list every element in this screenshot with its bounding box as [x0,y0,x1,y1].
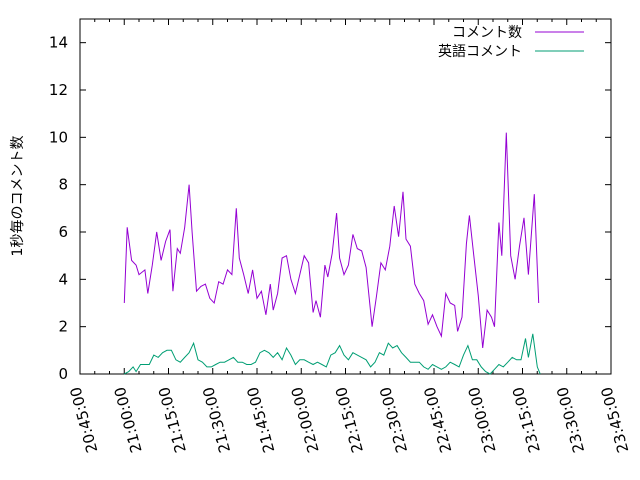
series-lines [123,132,541,375]
y-tick-label: 6 [58,223,68,241]
y-tick-label: 8 [58,176,68,194]
y-tick-label: 12 [49,81,68,99]
series-line-0 [123,132,540,349]
y-tick-label: 10 [49,128,68,146]
y-axis-ticks: 0 2 4 6 8 10 12 14 [49,34,611,383]
series-line-1 [124,333,541,375]
y-tick-label: 14 [49,34,68,52]
x-tick-label: 20:45:00 [66,385,101,455]
x-tick-label: 23:00:00 [465,385,500,455]
legend-label-1: 英語コメント [438,43,522,60]
x-tick-label: 21:15:00 [155,385,190,455]
x-tick-label: 21:30:00 [199,385,234,455]
plot-frame [79,18,612,375]
x-tick-label: 22:30:00 [376,385,411,455]
x-tick-label: 21:45:00 [243,385,278,455]
x-tick-label: 22:00:00 [288,385,323,455]
legend-label-0: コメント数 [452,25,522,41]
x-tick-label: 23:15:00 [509,385,544,455]
x-tick-label: 23:30:00 [553,385,588,455]
x-tick-label: 23:45:00 [597,385,632,455]
x-tick-label: 21:00:00 [111,385,146,455]
x-tick-label: 22:45:00 [420,385,455,455]
x-tick-label: 22:15:00 [332,385,367,455]
y-tick-label: 0 [58,365,68,383]
y-tick-label: 2 [58,318,68,336]
y-axis-title: 1秒毎のコメント数 [10,136,26,257]
x-axis-ticks: 20:45:00 21:00:00 21:15:00 21:30:00 21:45:00… [66,19,632,455]
y-tick-label: 4 [58,270,68,288]
